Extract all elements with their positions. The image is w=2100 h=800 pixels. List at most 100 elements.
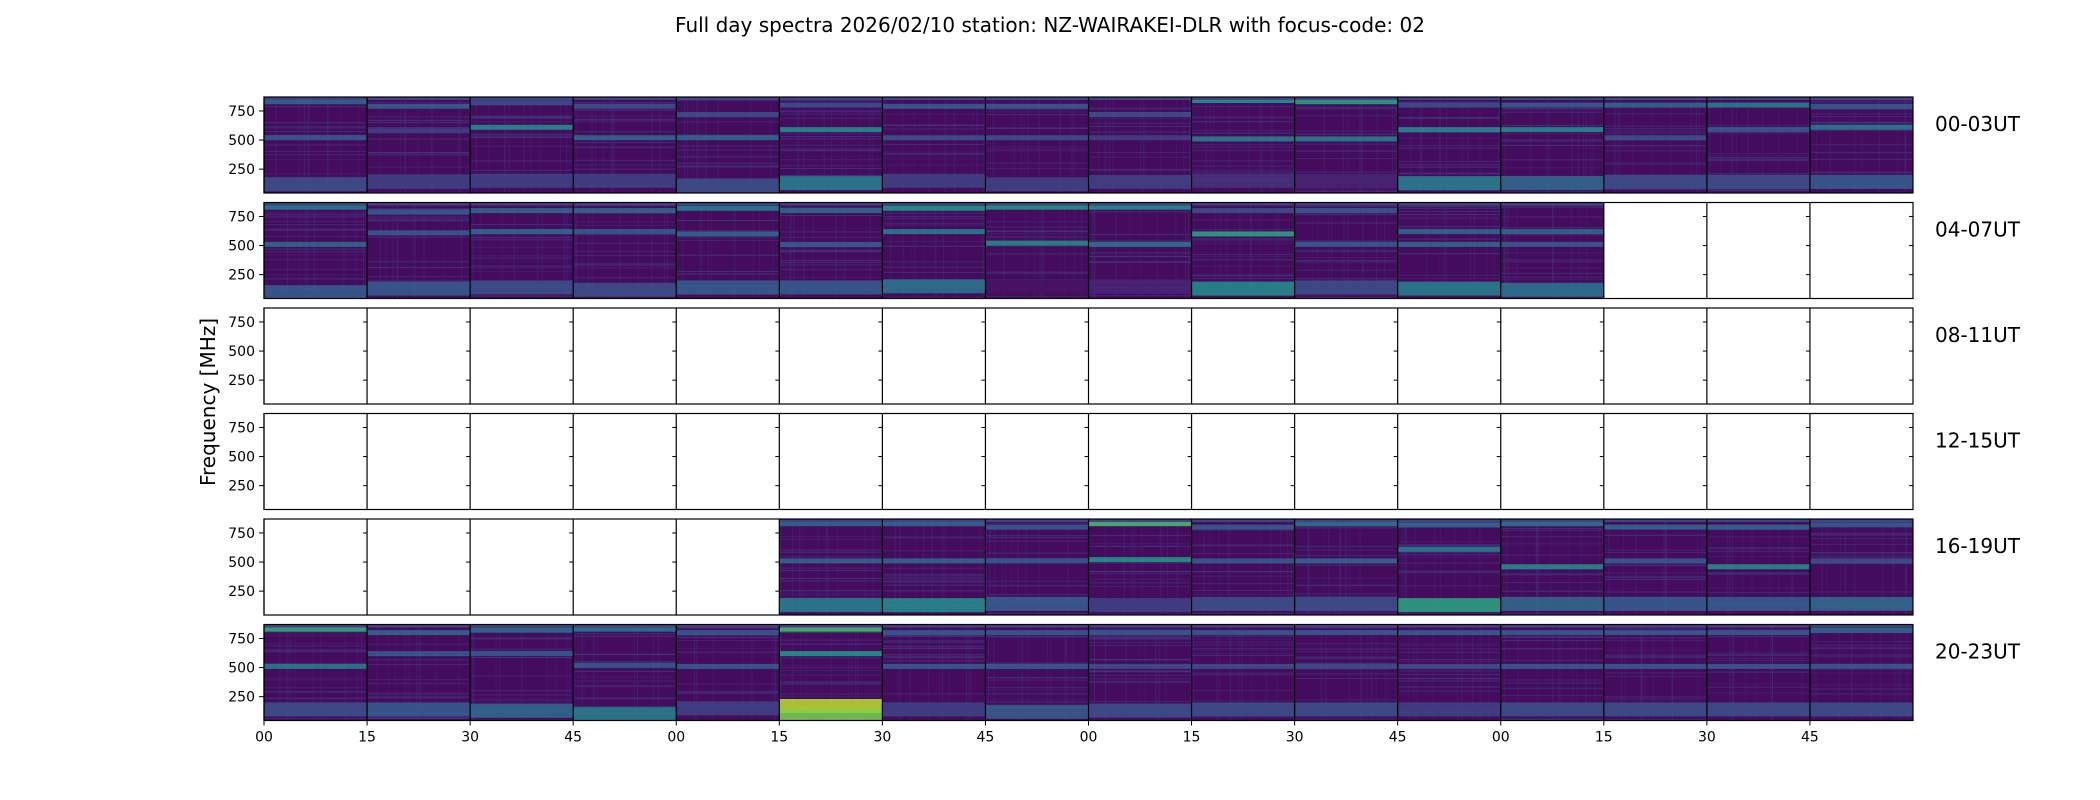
- spectral-band: [470, 651, 574, 657]
- spectrum-panel: [572, 97, 677, 193]
- spectrum-panel: [1190, 519, 1295, 615]
- spectrum-panel: [1706, 308, 1810, 404]
- spectral-band: [1397, 127, 1501, 133]
- spectral-band: [1191, 524, 1295, 530]
- x-tick-label: 45: [564, 730, 582, 746]
- spectral-band: [1191, 630, 1295, 636]
- spectrum-panel: [778, 202, 883, 299]
- spectrum-panel: [675, 97, 780, 193]
- spectral-band: [779, 598, 883, 613]
- spectra-row: 250 500 750 04-07UT: [228, 201, 2021, 300]
- x-tick-label: 45: [1801, 730, 1819, 746]
- spectral-band: [882, 630, 986, 636]
- spectral-band: [1088, 204, 1192, 210]
- spectrum-panel: [881, 97, 986, 193]
- x-tick-label: 15: [770, 730, 788, 746]
- spectrum-panel: [1087, 519, 1192, 615]
- spectrum-panel: [366, 519, 471, 615]
- spectral-band: [1294, 99, 1398, 105]
- spectrum-panel: [263, 202, 368, 299]
- spectrum-panel: [1603, 202, 1707, 299]
- spectral-band: [1191, 596, 1295, 611]
- spectrum-panel: [1397, 413, 1501, 510]
- spectrum-panel: [1087, 97, 1192, 193]
- spectrum-panel: [469, 97, 574, 193]
- spectral-band: [367, 209, 471, 215]
- spectrum-panel: [1809, 624, 1913, 721]
- spectrum-panel: [263, 97, 368, 193]
- spectral-band: [1294, 663, 1398, 669]
- spectrum-panel: [1397, 202, 1501, 299]
- y-tick-label: 250: [228, 479, 255, 495]
- spectral-band: [1294, 596, 1398, 611]
- spectrum-panel: [881, 413, 986, 510]
- spectral-band: [1706, 127, 1810, 133]
- spectral-band: [470, 280, 574, 295]
- spectral-band: [573, 662, 677, 668]
- y-tick-label: 500: [228, 344, 255, 360]
- spectral-band: [1088, 557, 1192, 563]
- spectral-band: [1294, 136, 1398, 142]
- spectral-band: [882, 558, 986, 564]
- spectrum-panel: [984, 97, 1089, 193]
- spectral-band: [1294, 208, 1398, 214]
- spectrum-panel: [1397, 308, 1501, 404]
- spectrum-panel: [675, 624, 780, 721]
- spectrum-panel: [881, 308, 986, 404]
- x-tick-label: 30: [461, 730, 479, 746]
- spectrum-panel: [572, 308, 677, 404]
- spectrum-panel: [1809, 97, 1913, 193]
- spectral-band: [470, 124, 574, 130]
- spectrum-panel: [366, 413, 471, 510]
- spectral-band: [367, 651, 471, 657]
- spectral-band: [779, 127, 883, 133]
- spectral-band: [264, 626, 368, 632]
- spectral-band: [367, 230, 471, 236]
- y-tick-label: 750: [228, 631, 255, 647]
- spectrum-panel: [1190, 97, 1295, 193]
- row-frame: [263, 307, 1914, 405]
- spectrum-panel: [984, 308, 1089, 404]
- spectral-band: [882, 135, 986, 141]
- y-tick-label: 750: [228, 315, 255, 331]
- spectral-band: [367, 281, 471, 296]
- spectral-band: [1500, 241, 1604, 247]
- spectra-row: 250 500 750 20-23UT: [228, 623, 2021, 722]
- spectrum-panel: [1397, 624, 1501, 721]
- spectrum-panel: [572, 413, 677, 510]
- spectral-band: [1809, 103, 1913, 109]
- x-tick-label: 15: [1595, 730, 1613, 746]
- spectral-band: [1397, 281, 1501, 296]
- chart-title: Full day spectra 2026/02/10 station: NZ-…: [675, 13, 1425, 37]
- spectral-band: [985, 596, 1089, 611]
- spectra-row: 250 500 750 08-11UT: [228, 307, 2021, 405]
- spectral-band: [1603, 663, 1707, 669]
- spectral-band: [470, 703, 574, 718]
- y-tick-label: 750: [228, 209, 255, 225]
- y-tick-label: 750: [228, 526, 255, 542]
- spectrum-panel: [469, 413, 574, 510]
- spectrum-panel: [1397, 519, 1501, 615]
- spectrum-panel: [1190, 308, 1295, 404]
- spectrum-panel: [1190, 413, 1295, 510]
- spectral-band: [573, 626, 677, 632]
- spectrum-panel: [469, 202, 574, 299]
- y-tick-label: 500: [228, 661, 255, 677]
- spectral-band: [264, 177, 368, 192]
- spectral-band: [470, 627, 574, 633]
- spectral-band: [985, 704, 1089, 719]
- spectral-band: [1500, 663, 1604, 669]
- row-label: 00-03UT: [1935, 112, 2021, 136]
- spectrum-panel: [881, 624, 986, 721]
- spectral-band: [1397, 598, 1501, 613]
- spectrum-panel: [1294, 308, 1398, 404]
- spectrum-panel: [366, 202, 471, 299]
- spectral-band: [985, 204, 1089, 210]
- spectrum-panel: [1706, 202, 1810, 299]
- y-tick-label: 250: [228, 373, 255, 389]
- spectral-band: [1397, 241, 1501, 247]
- spectral-band: [779, 241, 883, 247]
- spectrum-panel: [1294, 413, 1398, 510]
- spectrum-panel: [1294, 202, 1398, 299]
